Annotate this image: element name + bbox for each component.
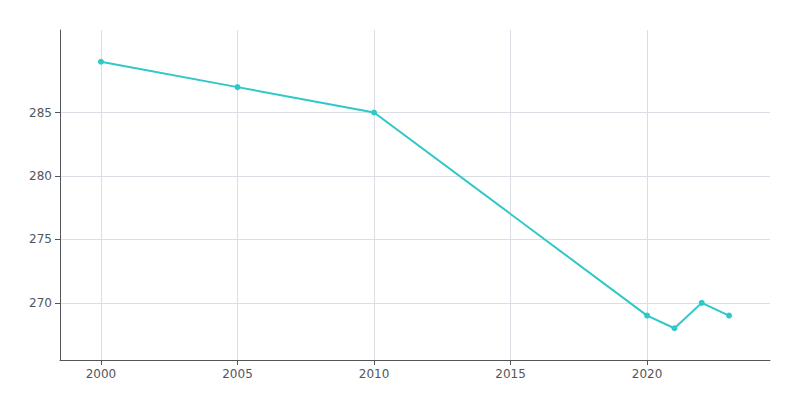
svg-text:280: 280 (29, 169, 52, 183)
svg-text:270: 270 (29, 296, 52, 310)
svg-text:2005: 2005 (222, 367, 253, 381)
svg-text:2015: 2015 (495, 367, 526, 381)
svg-text:2020: 2020 (632, 367, 663, 381)
svg-text:275: 275 (29, 232, 52, 246)
svg-text:2000: 2000 (86, 367, 117, 381)
svg-text:285: 285 (29, 106, 52, 120)
svg-text:2010: 2010 (359, 367, 390, 381)
